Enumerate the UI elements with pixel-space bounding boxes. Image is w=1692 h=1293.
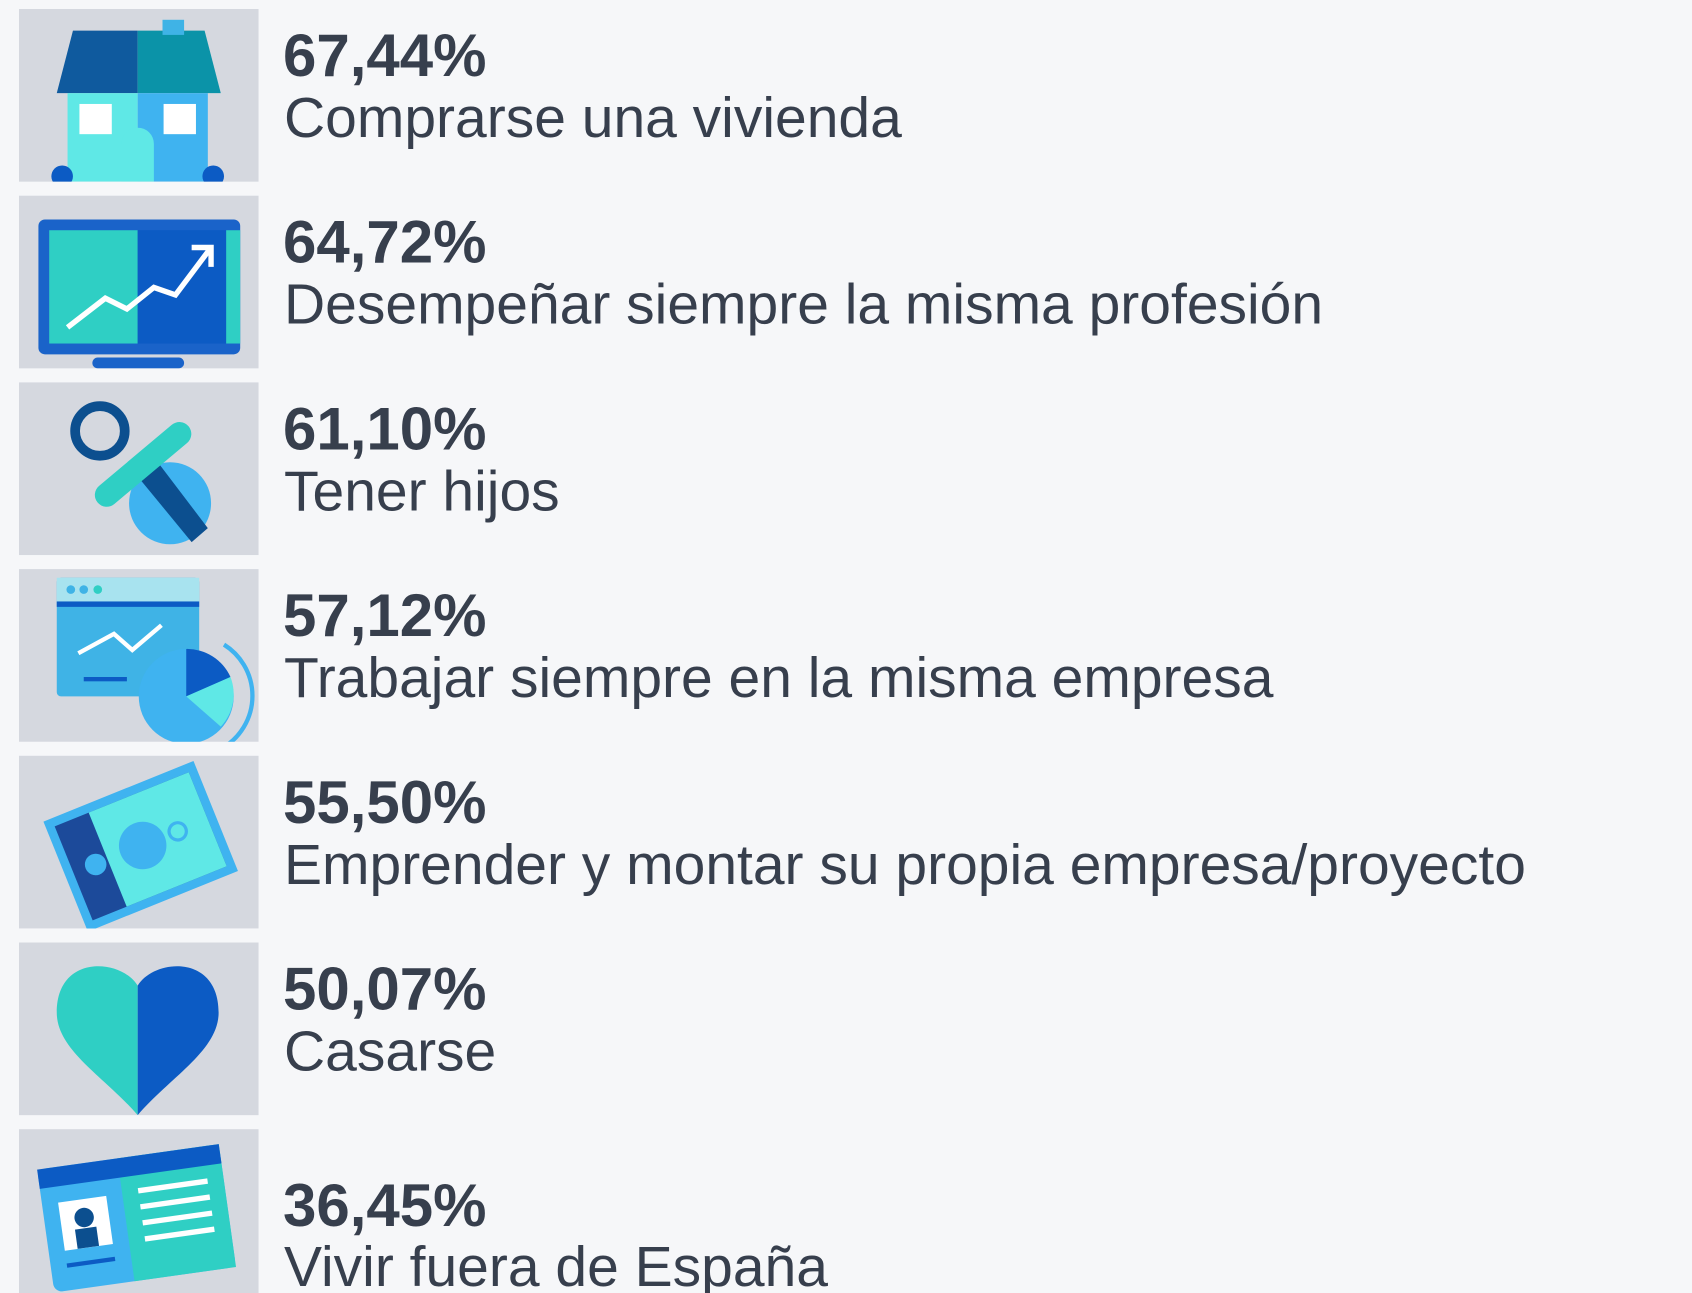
list-row: 36,45%Vivir fuera de España: [19, 1129, 828, 1293]
percentage: 36,45%: [283, 1172, 487, 1239]
icon-tile: [19, 382, 259, 556]
item-label: Vivir fuera de España: [284, 1235, 828, 1293]
icon-tile: [19, 942, 259, 1116]
pacifier-icon: [70, 401, 212, 545]
tile-clip: [37, 1144, 237, 1292]
monitor-icon: [38, 219, 241, 369]
tile-clip: [56, 966, 219, 1116]
list-row: 50,07%Casarse: [19, 942, 496, 1116]
item-label: Comprarse una vivienda: [284, 86, 902, 150]
house-icon: [51, 19, 225, 182]
dashboard-icon: [56, 577, 255, 742]
tile-clip: [70, 401, 212, 545]
list-row: 55,50%Emprender y montar su propia empre…: [19, 755, 1526, 929]
item-label: Emprender y montar su propia empresa/pro…: [284, 833, 1526, 897]
list-row: 57,12%Trabajar siempre en la misma empre…: [19, 569, 1274, 742]
list-row: 61,10%Tener hijos: [19, 382, 560, 556]
percentage: 55,50%: [283, 769, 487, 836]
percentage: 57,12%: [283, 582, 487, 649]
percentage: 50,07%: [283, 956, 487, 1023]
id-card-icon: [37, 1144, 237, 1292]
icon-tile: [19, 1129, 259, 1293]
icon-tile: [19, 755, 259, 929]
list-row: 67,44%Comprarse una vivienda: [19, 9, 902, 182]
tile-clip: [38, 219, 241, 369]
list-row: 64,72%Desempeñar siempre la misma profes…: [19, 195, 1323, 369]
item-label: Casarse: [284, 1020, 496, 1084]
icon-tile: [19, 569, 259, 742]
heart-icon: [56, 966, 219, 1116]
tile-clip: [51, 19, 225, 182]
icon-tile: [19, 9, 259, 182]
percentage: 64,72%: [283, 209, 487, 276]
banknote-icon: [43, 760, 238, 929]
tile-clip: [56, 577, 255, 742]
percentage: 67,44%: [283, 22, 487, 89]
tile-clip: [43, 760, 238, 929]
icon-tile: [19, 195, 259, 369]
percentage: 61,10%: [283, 395, 487, 462]
item-label: Trabajar siempre en la misma empresa: [284, 646, 1274, 710]
item-label: Tener hijos: [284, 459, 560, 523]
item-label: Desempeñar siempre la misma profesión: [284, 273, 1323, 337]
